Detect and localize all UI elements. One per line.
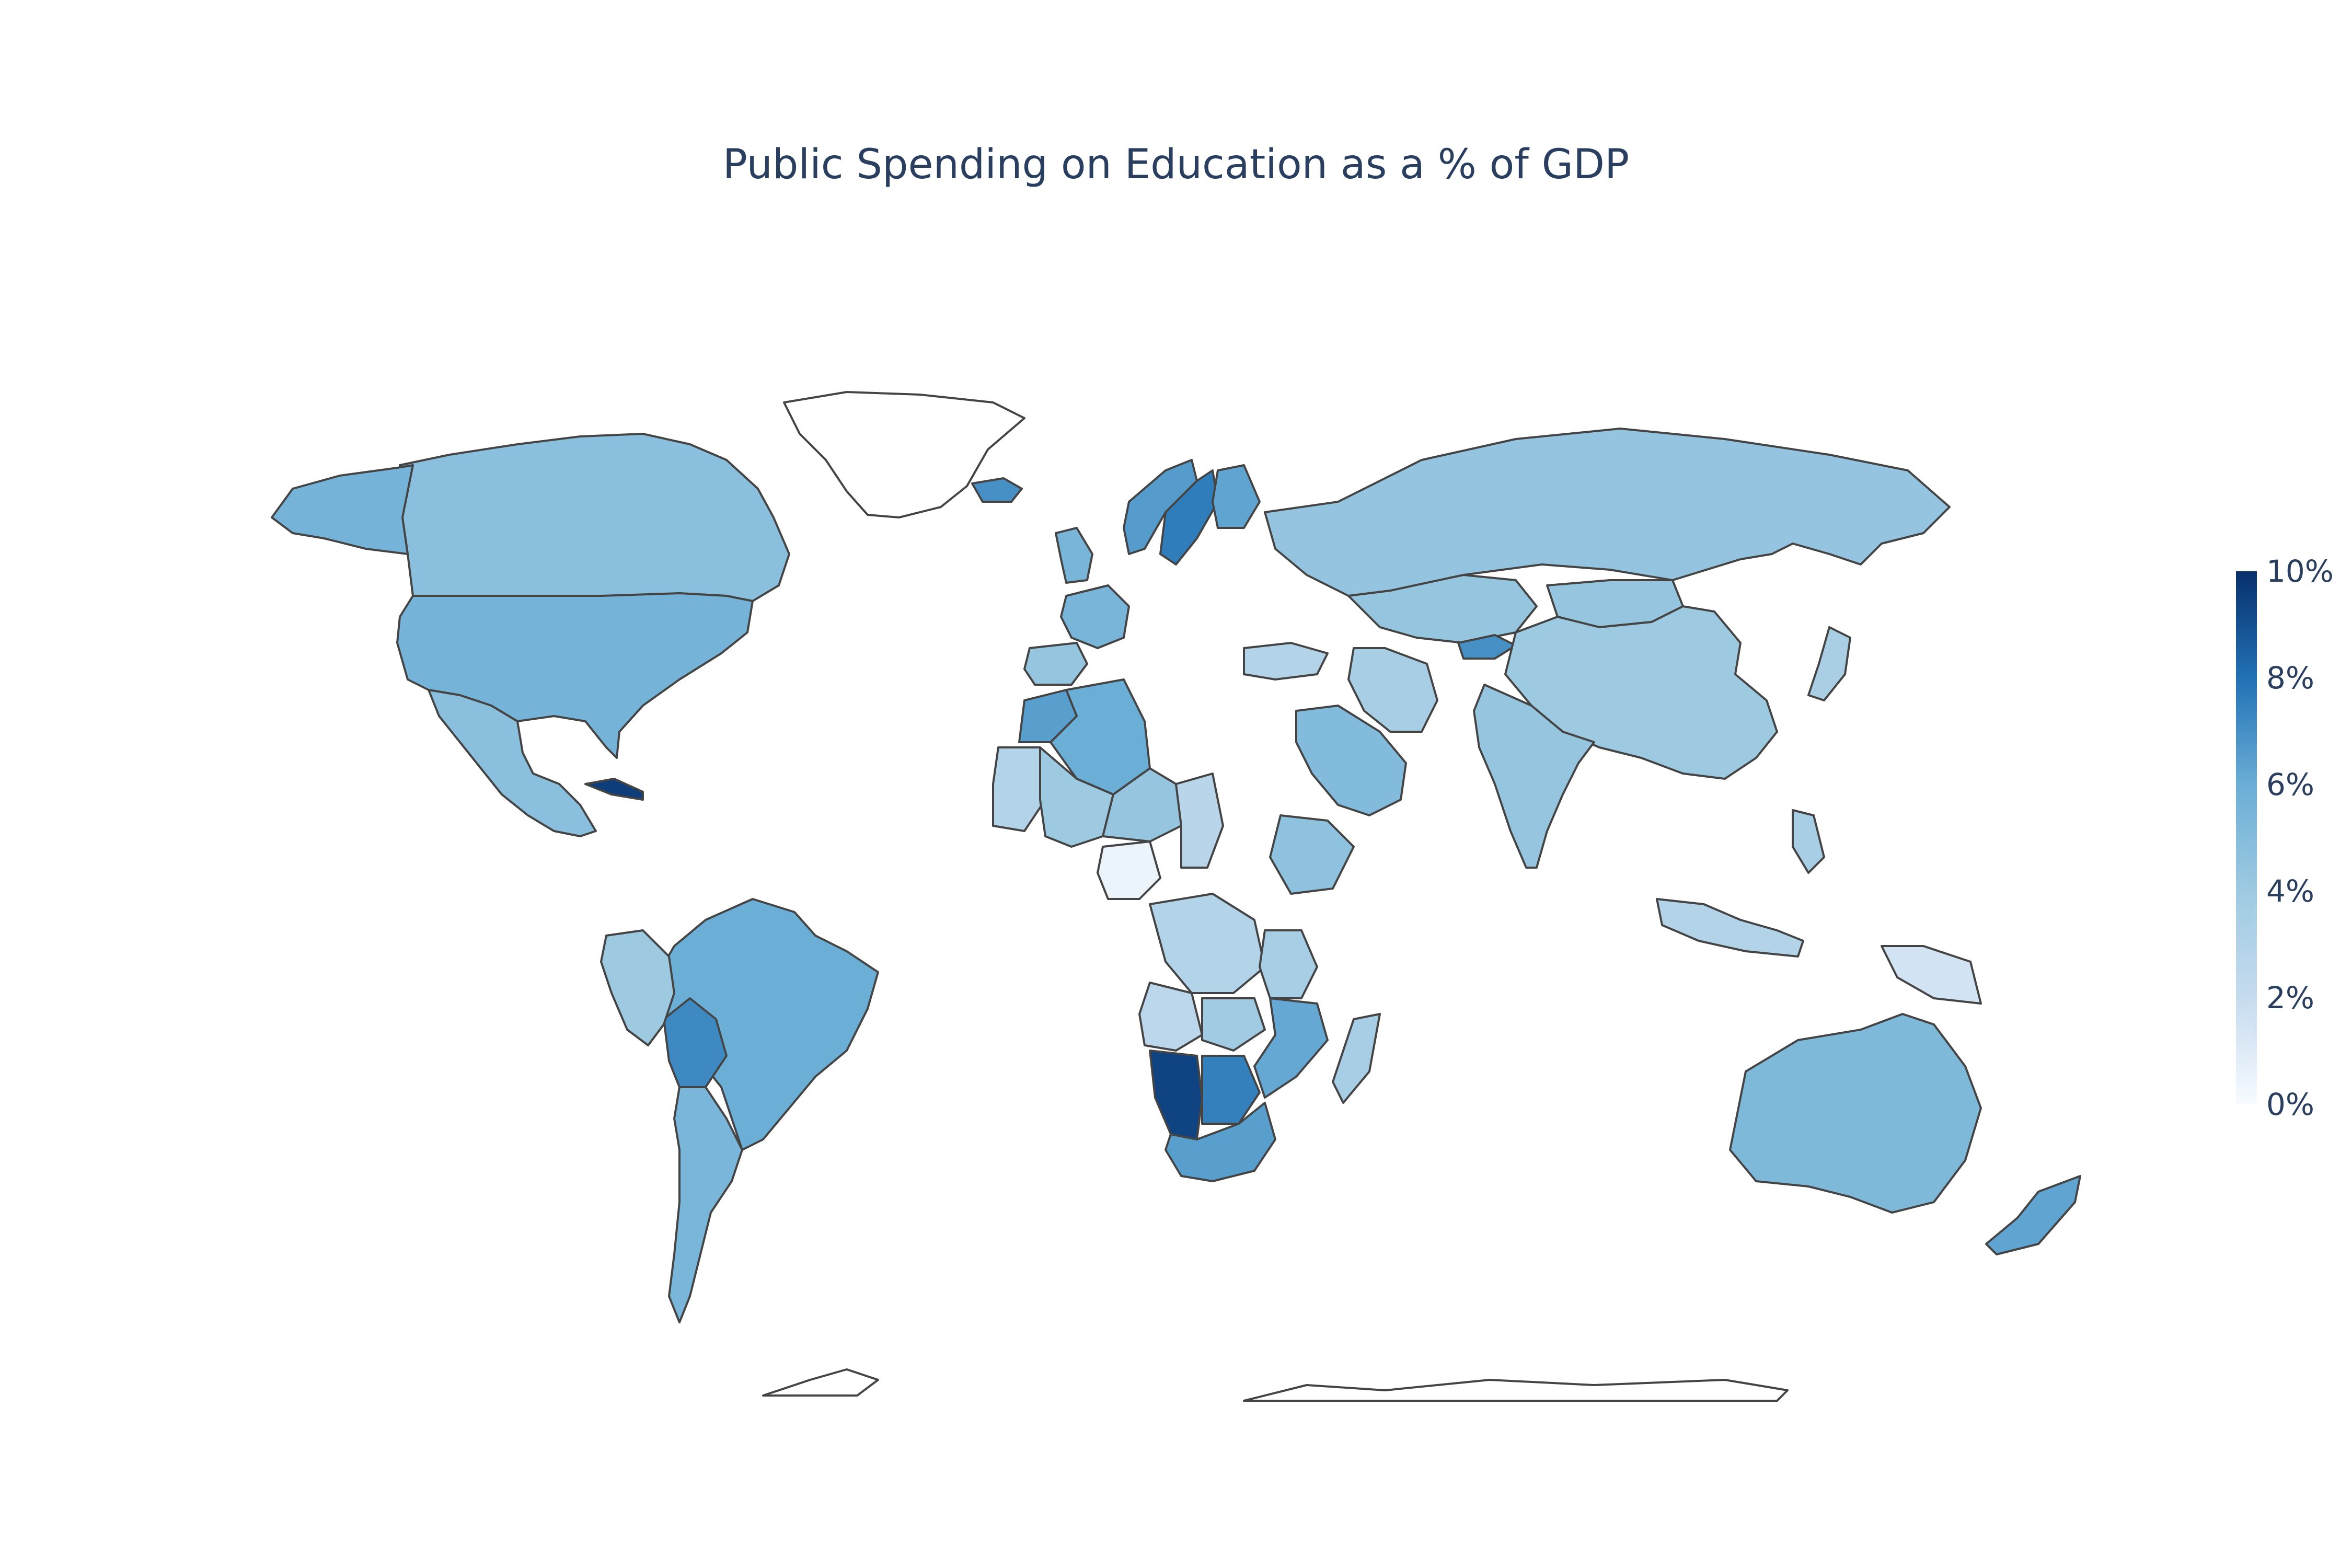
country-philippines[interactable]	[1792, 809, 1825, 874]
country-alaska[interactable]	[271, 464, 414, 555]
colorbar	[2236, 571, 2257, 1104]
country-morocco[interactable]	[1018, 689, 1078, 743]
country-kazakhstan[interactable]	[1347, 574, 1538, 644]
country-argentina[interactable]	[668, 1086, 743, 1323]
country-finland[interactable]	[1212, 464, 1261, 529]
country-angola[interactable]	[1138, 982, 1203, 1052]
countries-layer	[271, 391, 2081, 1402]
colorbar-tick-4: 4%	[2266, 873, 2315, 909]
country-sweden[interactable]	[1159, 469, 1219, 566]
country-greenland[interactable]	[783, 391, 1025, 518]
country-south-africa[interactable]	[1165, 1102, 1276, 1182]
country-turkey[interactable]	[1243, 642, 1329, 681]
country-tanzania[interactable]	[1259, 929, 1318, 999]
country-indonesia[interactable]	[1656, 898, 1804, 958]
colorbar-tick-0: 0%	[2266, 1087, 2315, 1122]
country-united-states[interactable]	[396, 592, 754, 759]
country-japan[interactable]	[1807, 626, 1851, 701]
country-madagascar[interactable]	[1332, 1013, 1381, 1104]
country-mauritania[interactable]	[992, 746, 1046, 832]
country-mali[interactable]	[1039, 746, 1114, 848]
country-ethiopia[interactable]	[1269, 814, 1355, 895]
country-australia[interactable]	[1729, 1013, 1982, 1214]
colorbar-tick-2: 2%	[2266, 980, 2315, 1016]
country-mexico[interactable]	[428, 689, 597, 837]
page-title: Public Spending on Education as a % of G…	[722, 141, 1630, 188]
country-peru[interactable]	[600, 929, 675, 1046]
country-dr-congo[interactable]	[1149, 893, 1266, 994]
country-papua-new-guinea[interactable]	[1881, 945, 1982, 1005]
colorbar-tick-6: 6%	[2266, 767, 2315, 802]
country-spain[interactable]	[1023, 642, 1088, 686]
country-iran[interactable]	[1347, 647, 1438, 733]
country-nigeria[interactable]	[1097, 840, 1161, 900]
country-cuba[interactable]	[584, 778, 644, 801]
country-united-kingdom[interactable]	[1055, 527, 1093, 584]
country-chad[interactable]	[1175, 773, 1224, 869]
country-saudi-arabia[interactable]	[1295, 705, 1407, 816]
country-zambia[interactable]	[1201, 997, 1266, 1052]
country-canada[interactable]	[399, 433, 790, 602]
country-bolivia[interactable]	[663, 997, 728, 1088]
country-mozambique[interactable]	[1253, 997, 1329, 1099]
colorbar-tick-8: 8%	[2266, 660, 2315, 696]
country-antarctica[interactable]	[762, 1368, 1789, 1402]
country-namibia[interactable]	[1149, 1050, 1203, 1140]
country-india[interactable]	[1473, 684, 1595, 869]
country-new-zealand[interactable]	[1985, 1175, 2081, 1255]
country-iceland[interactable]	[971, 477, 1023, 503]
colorbar-tick-10: 10%	[2266, 554, 2334, 589]
country-russia[interactable]	[1264, 428, 1951, 597]
country-kyrgyzstan[interactable]	[1457, 634, 1517, 660]
country-france[interactable]	[1060, 584, 1130, 649]
